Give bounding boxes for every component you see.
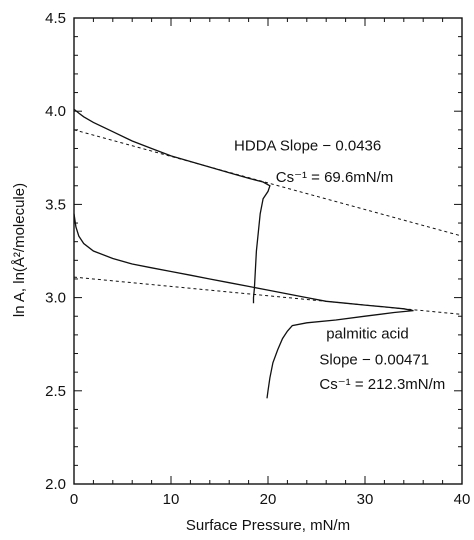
ticks: 2.0 2.5 3.0 3.5 4.0 4.5 0 10 20 30 40 (45, 10, 470, 508)
x-tick-label: 20 (260, 491, 277, 508)
series-line-palmitic-acid (73, 213, 414, 399)
annotation-text: HDDA Slope − 0.0436 (234, 137, 381, 154)
x-tick-label: 0 (70, 491, 78, 508)
series-line-hdda-fit (73, 129, 463, 237)
annotation-text: Cs⁻¹ = 212.3mN/m (319, 376, 445, 393)
y-tick-label: 3.0 (45, 290, 66, 307)
x-axis-title: Surface Pressure, mN/m (186, 517, 350, 534)
y-tick-label: 2.5 (45, 383, 66, 400)
series-lines (73, 108, 463, 399)
y-tick-label: 4.0 (45, 103, 66, 120)
series-line-hdda (73, 108, 271, 304)
y-tick-label: 3.5 (45, 196, 66, 213)
plot-frame (73, 17, 463, 485)
annotation-text: Slope − 0.00471 (319, 352, 429, 369)
series-line-palmitic-acid-fit (73, 276, 463, 315)
y-tick-label: 2.0 (45, 476, 66, 493)
x-tick-label: 30 (357, 491, 374, 508)
annotation-text: Cs⁻¹ = 69.6mN/m (276, 169, 394, 186)
x-tick-label: 10 (163, 491, 180, 508)
x-tick-label: 40 (454, 491, 471, 508)
y-axis-title: ln A, ln(Å²/molecule) (11, 183, 28, 317)
annotation-text: palmitic acid (326, 326, 409, 343)
plot-border (73, 17, 463, 485)
y-tick-label: 4.5 (45, 10, 66, 27)
annotations: HDDA Slope − 0.0436 Cs⁻¹ = 69.6mN/m palmit… (234, 137, 445, 393)
